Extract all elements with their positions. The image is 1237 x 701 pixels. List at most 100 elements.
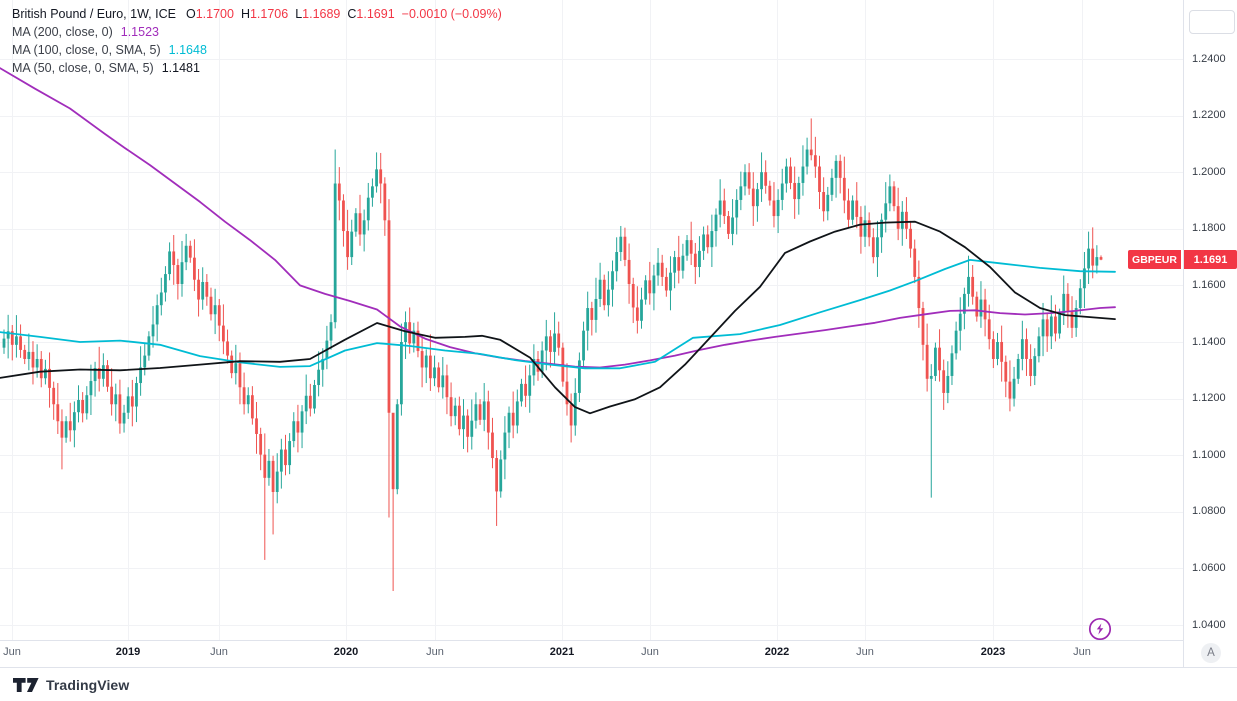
candle <box>917 276 921 309</box>
candle <box>72 412 76 431</box>
candle <box>958 313 962 331</box>
candle <box>482 401 486 420</box>
candle <box>445 375 449 398</box>
candle <box>180 262 184 284</box>
candle <box>710 231 714 248</box>
price-axis-separator[interactable] <box>1183 0 1184 667</box>
candle <box>342 200 345 232</box>
tradingview-wordmark: TradingView <box>46 677 130 693</box>
candle <box>118 394 122 424</box>
candle <box>263 454 267 478</box>
candle <box>809 149 813 156</box>
candle <box>1078 288 1082 309</box>
high-label: H <box>240 7 250 21</box>
candle <box>279 449 283 472</box>
price-tick-label: 1.0800 <box>1192 505 1226 518</box>
candle <box>375 169 378 187</box>
candle <box>623 236 627 260</box>
flag-symbol: GBPEUR <box>1132 253 1177 266</box>
candle <box>470 420 474 437</box>
candle <box>565 381 569 405</box>
candle <box>929 375 933 379</box>
candle <box>1074 308 1078 328</box>
candle <box>486 401 490 433</box>
open-value: 1.1700 <box>195 7 234 21</box>
candle <box>975 296 979 317</box>
price-tick-label: 1.1800 <box>1192 222 1226 235</box>
candle <box>586 308 590 331</box>
candle <box>987 319 991 340</box>
candle <box>213 305 217 315</box>
candle <box>772 200 776 217</box>
candle <box>739 186 743 200</box>
candle <box>19 336 22 350</box>
candle <box>590 308 594 320</box>
candle <box>627 259 631 284</box>
candle <box>308 395 312 409</box>
candle <box>735 199 739 218</box>
candle <box>946 375 950 393</box>
price-chart-canvas[interactable] <box>0 0 1183 640</box>
candle <box>205 282 209 297</box>
flash-boost-button[interactable] <box>1087 616 1113 642</box>
time-axis-separator[interactable] <box>0 640 1183 641</box>
candle <box>147 336 151 356</box>
lightning-icon <box>1088 617 1112 641</box>
candle <box>905 211 908 229</box>
candle <box>491 432 494 459</box>
autoscale-badge[interactable]: A <box>1201 643 1221 663</box>
ma-200-legend-row[interactable]: MA (200, close, 0) 1.1523 <box>12 23 502 41</box>
candle <box>362 220 366 235</box>
candle <box>582 330 585 361</box>
candle <box>544 336 548 351</box>
candle <box>400 342 403 405</box>
symbol-legend-row[interactable]: British Pound / Euro, 1W, ICE O1.1700 H1.1… <box>12 5 502 23</box>
candle <box>793 182 797 200</box>
candle <box>669 272 672 291</box>
close-label: C <box>347 7 357 21</box>
candle <box>1008 381 1012 399</box>
candle <box>60 421 64 438</box>
candle <box>437 367 441 388</box>
candle <box>1016 358 1020 379</box>
low-value: 1.1689 <box>302 7 341 21</box>
change-value: −0.0010 (−0.09%) <box>401 7 502 21</box>
candle <box>842 177 846 201</box>
ma-100-legend-row[interactable]: MA (100, close, 0, SMA, 5) 1.1648 <box>12 41 502 59</box>
candle <box>751 188 755 207</box>
time-axis[interactable]: Jun 2019 Jun 2020 Jun 2021 Jun 2022 Jun 2023 Jun <box>0 641 1183 667</box>
time-axis-year-label: 2022 <box>764 646 790 658</box>
chart-legend: British Pound / Euro, 1W, ICE O1.1700 H1.1… <box>12 5 502 77</box>
candle <box>151 324 155 337</box>
candle <box>938 347 941 371</box>
axis-corner-box[interactable] <box>1189 10 1235 34</box>
candle <box>35 358 39 368</box>
time-axis-month-label: Jun <box>1073 646 1091 658</box>
candle <box>681 255 685 271</box>
candle <box>337 183 341 201</box>
candle <box>606 289 610 306</box>
price-tick-label: 1.2000 <box>1192 165 1226 178</box>
candle <box>996 342 999 359</box>
candle <box>143 355 147 368</box>
candle <box>478 404 482 420</box>
candle <box>226 341 229 356</box>
tradingview-logo[interactable]: TradingView <box>13 677 129 693</box>
candle <box>1000 342 1004 362</box>
candle <box>768 185 772 201</box>
ma-50-legend-row[interactable]: MA (50, close, 0, SMA, 5) 1.1481 <box>12 59 502 77</box>
candle <box>379 169 383 184</box>
price-axis[interactable]: 1.2400 1.2200 1.2000 1.1800 1.1600 1.1400 1.12… <box>1184 0 1237 640</box>
candle <box>85 395 89 414</box>
symbol-title[interactable]: British Pound / Euro, 1W, ICE <box>12 7 176 21</box>
candle <box>1083 268 1086 289</box>
candle <box>68 421 72 431</box>
candle <box>6 331 10 339</box>
candle <box>569 404 573 426</box>
candle <box>702 234 705 251</box>
flag-price: 1.1691 <box>1193 253 1228 266</box>
time-axis-year-label: 2019 <box>115 646 141 658</box>
candle <box>462 415 465 430</box>
candle <box>722 200 726 217</box>
